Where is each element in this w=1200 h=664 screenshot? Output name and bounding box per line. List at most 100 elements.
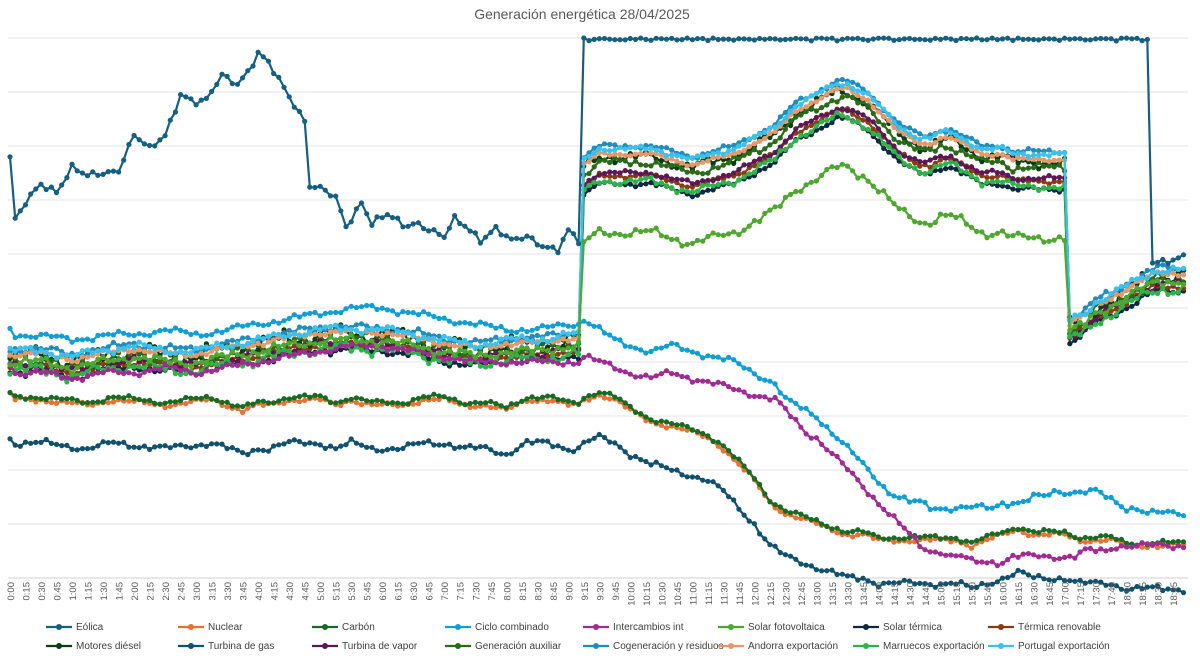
data-point xyxy=(545,344,551,350)
data-point xyxy=(95,399,101,405)
data-point xyxy=(167,342,173,348)
data-point xyxy=(265,347,272,353)
data-point xyxy=(627,344,633,350)
data-point xyxy=(1046,577,1052,583)
data-point xyxy=(198,97,204,103)
data-point xyxy=(152,349,158,355)
data-point xyxy=(813,123,820,129)
data-point xyxy=(1098,35,1104,42)
series-line xyxy=(9,86,1184,363)
data-point xyxy=(581,354,587,360)
data-point xyxy=(979,502,985,508)
data-point xyxy=(1093,310,1099,316)
data-point xyxy=(974,155,980,161)
data-point xyxy=(999,529,1006,535)
data-point xyxy=(834,164,840,171)
data-point xyxy=(250,447,256,453)
data-point xyxy=(596,146,602,152)
data-point xyxy=(906,141,913,147)
data-point xyxy=(203,397,209,403)
data-point xyxy=(333,342,339,348)
data-point xyxy=(240,323,246,329)
data-point xyxy=(74,359,80,365)
data-point xyxy=(410,332,416,338)
data-point xyxy=(1072,555,1078,561)
data-point xyxy=(979,536,985,542)
data-point xyxy=(1046,238,1052,244)
data-point xyxy=(875,534,882,540)
data-point xyxy=(53,441,60,447)
data-point xyxy=(105,331,111,337)
data-point xyxy=(415,395,421,402)
data-point xyxy=(860,529,866,535)
data-point xyxy=(617,368,623,374)
data-point xyxy=(167,351,173,357)
data-point xyxy=(757,481,763,487)
data-point xyxy=(601,359,608,365)
data-point xyxy=(286,94,292,100)
data-point xyxy=(1082,305,1088,311)
data-point xyxy=(1051,157,1057,163)
data-point xyxy=(937,153,944,159)
data-point xyxy=(617,152,623,158)
data-point xyxy=(1041,175,1047,181)
data-point xyxy=(431,391,437,397)
data-point xyxy=(793,556,799,562)
data-point xyxy=(405,344,411,350)
data-point xyxy=(860,484,866,490)
data-point xyxy=(498,232,504,238)
data-point xyxy=(710,183,716,189)
data-point xyxy=(922,220,928,226)
data-point xyxy=(798,95,804,101)
x-tick-label: 11:30 xyxy=(719,582,730,605)
data-point xyxy=(545,348,551,354)
data-point xyxy=(689,349,696,355)
x-tick-label: 16:15 xyxy=(1014,582,1025,606)
data-point xyxy=(1036,166,1042,172)
data-point xyxy=(870,183,876,189)
x-tick-label: 7:00 xyxy=(440,582,451,601)
data-point xyxy=(17,333,23,339)
data-point xyxy=(1067,334,1073,340)
data-point xyxy=(1160,587,1166,594)
data-point xyxy=(762,36,768,42)
data-point xyxy=(369,338,375,344)
data-point xyxy=(1025,36,1031,42)
data-point xyxy=(296,438,303,445)
legend-marker xyxy=(56,643,62,649)
data-point xyxy=(974,584,980,591)
data-point xyxy=(260,322,266,328)
data-point xyxy=(457,343,463,350)
data-point xyxy=(860,112,866,118)
data-point xyxy=(136,355,142,361)
data-point xyxy=(483,234,489,240)
data-point xyxy=(348,327,354,333)
data-point xyxy=(514,329,520,335)
data-point xyxy=(596,323,602,330)
legend-label: Motores diésel xyxy=(76,641,141,652)
data-point xyxy=(963,542,970,548)
data-point xyxy=(1134,583,1140,590)
data-point xyxy=(33,439,39,445)
data-point xyxy=(674,176,680,182)
data-point xyxy=(906,131,913,137)
data-point xyxy=(343,224,349,230)
data-point xyxy=(1118,283,1124,289)
data-point xyxy=(1113,291,1119,297)
data-point xyxy=(193,359,199,366)
data-point xyxy=(844,93,851,99)
data-point xyxy=(870,531,876,537)
data-point xyxy=(281,330,287,336)
data-point xyxy=(881,106,887,112)
data-point xyxy=(560,336,566,342)
data-point xyxy=(632,409,639,415)
data-point xyxy=(1020,36,1026,43)
data-point xyxy=(493,223,499,230)
data-point xyxy=(493,401,499,407)
data-point xyxy=(519,442,525,448)
data-point xyxy=(1056,234,1062,240)
data-point xyxy=(555,345,561,351)
data-point xyxy=(498,403,504,409)
data-point xyxy=(477,400,483,406)
data-point xyxy=(1051,178,1057,185)
